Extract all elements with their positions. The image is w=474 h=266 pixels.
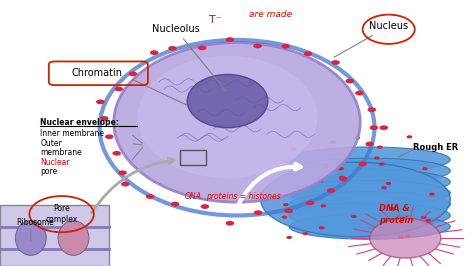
Circle shape	[282, 44, 290, 49]
Circle shape	[426, 219, 431, 222]
Circle shape	[112, 151, 121, 156]
Circle shape	[367, 107, 376, 112]
Circle shape	[100, 116, 109, 121]
Circle shape	[380, 125, 388, 130]
Circle shape	[330, 141, 336, 144]
Ellipse shape	[289, 180, 450, 206]
Circle shape	[168, 46, 177, 51]
Text: Nuclear envelope:: Nuclear envelope:	[40, 118, 119, 127]
Circle shape	[128, 72, 137, 76]
Circle shape	[282, 215, 287, 219]
Text: Pore
complex: Pore complex	[46, 204, 78, 224]
Circle shape	[121, 182, 129, 186]
Bar	[180, 150, 206, 165]
Circle shape	[319, 226, 325, 229]
Circle shape	[390, 207, 395, 210]
Circle shape	[320, 204, 326, 207]
Ellipse shape	[187, 74, 268, 128]
Circle shape	[118, 171, 127, 175]
Circle shape	[254, 210, 262, 215]
Circle shape	[324, 165, 329, 169]
Circle shape	[201, 204, 209, 209]
Circle shape	[339, 176, 347, 181]
Circle shape	[226, 221, 234, 226]
Text: Chromatin: Chromatin	[72, 68, 123, 78]
Text: Inner membrane: Inner membrane	[40, 129, 104, 138]
Ellipse shape	[289, 169, 450, 195]
Circle shape	[171, 202, 179, 206]
Circle shape	[291, 147, 296, 151]
Circle shape	[386, 182, 392, 185]
Text: Outer: Outer	[40, 139, 62, 148]
Text: proteins = histones: proteins = histones	[206, 192, 281, 201]
Ellipse shape	[289, 158, 450, 184]
Circle shape	[377, 146, 383, 149]
Circle shape	[331, 60, 340, 65]
Bar	[0, 205, 109, 266]
Circle shape	[105, 134, 114, 139]
Circle shape	[405, 235, 410, 238]
Circle shape	[96, 99, 105, 104]
Circle shape	[407, 135, 412, 138]
Circle shape	[306, 201, 314, 205]
Ellipse shape	[16, 221, 46, 255]
Circle shape	[370, 218, 441, 258]
Circle shape	[365, 142, 374, 146]
Circle shape	[421, 216, 427, 219]
Circle shape	[283, 160, 289, 163]
Circle shape	[284, 208, 292, 213]
Circle shape	[399, 235, 404, 239]
Text: Nuclear: Nuclear	[40, 158, 70, 167]
Circle shape	[115, 87, 123, 92]
Circle shape	[358, 161, 367, 166]
Circle shape	[351, 215, 357, 218]
Circle shape	[429, 193, 435, 196]
Ellipse shape	[289, 203, 450, 228]
Circle shape	[346, 79, 354, 84]
Circle shape	[226, 37, 234, 42]
Circle shape	[339, 176, 345, 179]
Text: Ribosome: Ribosome	[17, 218, 55, 227]
Circle shape	[355, 91, 364, 95]
Text: Rough ER: Rough ER	[413, 143, 458, 152]
Circle shape	[253, 44, 262, 48]
Circle shape	[355, 136, 360, 140]
Text: DNA &: DNA &	[379, 204, 410, 213]
Circle shape	[318, 180, 323, 183]
Ellipse shape	[289, 147, 450, 172]
Circle shape	[302, 232, 308, 235]
Text: T⁻: T⁻	[209, 15, 221, 25]
Circle shape	[198, 45, 207, 50]
Ellipse shape	[137, 56, 318, 178]
Circle shape	[286, 236, 292, 239]
Text: are made: are made	[249, 10, 292, 19]
Circle shape	[400, 217, 405, 220]
Circle shape	[374, 156, 380, 160]
Circle shape	[370, 125, 378, 130]
Circle shape	[338, 167, 344, 170]
Text: membrane: membrane	[40, 148, 82, 157]
Ellipse shape	[261, 162, 450, 237]
Ellipse shape	[58, 221, 89, 255]
Circle shape	[304, 51, 312, 56]
Circle shape	[283, 203, 289, 206]
Ellipse shape	[289, 214, 450, 239]
Ellipse shape	[114, 43, 360, 202]
Text: Nucleus: Nucleus	[334, 21, 408, 57]
Text: ONA: ONA	[185, 192, 202, 201]
Circle shape	[150, 50, 158, 55]
Ellipse shape	[289, 192, 450, 217]
Text: protein: protein	[379, 216, 414, 225]
Circle shape	[287, 210, 292, 213]
Circle shape	[422, 167, 428, 170]
Circle shape	[381, 186, 387, 189]
Text: Nucleolus: Nucleolus	[152, 24, 226, 91]
Text: pore: pore	[40, 167, 57, 176]
Circle shape	[146, 194, 155, 199]
Circle shape	[379, 163, 384, 166]
Circle shape	[327, 188, 336, 193]
